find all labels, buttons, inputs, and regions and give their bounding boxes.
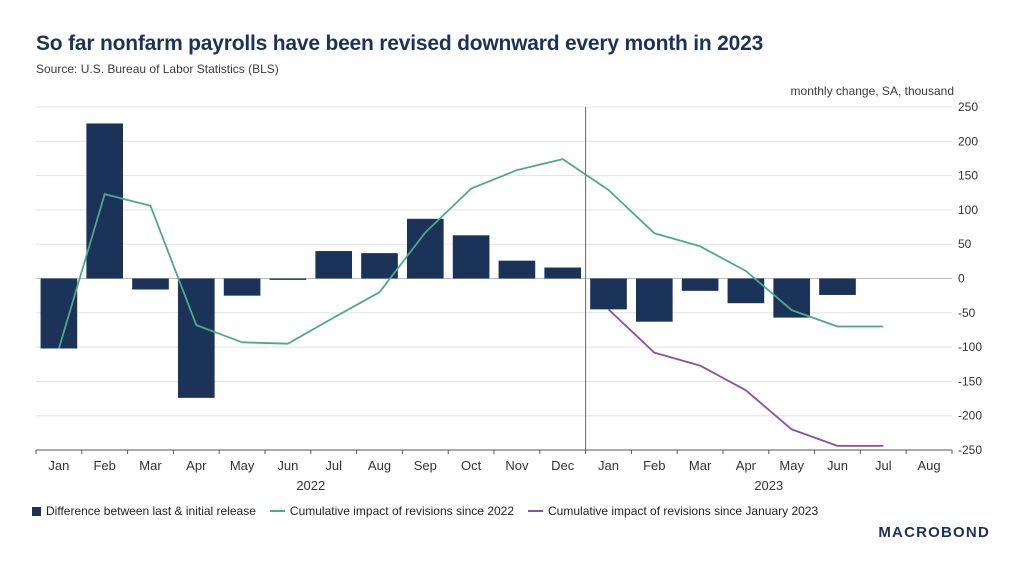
y-tick-label: 0 <box>958 272 965 286</box>
bar <box>727 278 765 304</box>
x-tick-label: Aug <box>368 458 391 473</box>
legend-swatch-line-2022 <box>269 510 285 512</box>
bar <box>590 278 627 310</box>
x-tick-label: Mar <box>689 458 712 473</box>
bar <box>681 278 719 291</box>
chart-title: So far nonfarm payrolls have been revise… <box>36 32 764 55</box>
y-tick-label: 200 <box>958 134 978 148</box>
legend-swatch-bars <box>32 506 41 516</box>
x-tick-label: Jun <box>827 458 848 473</box>
bar <box>315 251 353 279</box>
chart-legend: Difference between last & initial releas… <box>32 504 818 518</box>
legend-item-line-2023: Cumulative impact of revisions since Jan… <box>528 504 818 518</box>
bar <box>498 260 536 279</box>
y-tick-label: 150 <box>958 169 978 183</box>
x-tick-label: May <box>779 458 804 473</box>
y-tick-label: 50 <box>958 237 972 251</box>
y-tick-label: -100 <box>958 340 982 354</box>
legend-label-line-2023: Cumulative impact of revisions since Jan… <box>548 504 819 518</box>
bar <box>361 253 398 279</box>
x-tick-label: Jul <box>875 458 892 473</box>
x-tick-label: May <box>230 458 255 473</box>
x-tick-label: Sep <box>414 458 437 473</box>
legend-swatch-line-2023 <box>528 510 544 512</box>
x-tick-label: Feb <box>93 458 115 473</box>
y-tick-label: 100 <box>958 203 978 217</box>
bar <box>452 235 490 279</box>
x-tick-label: Apr <box>736 458 757 473</box>
x-tick-label: Mar <box>139 458 162 473</box>
y-tick-label: 250 <box>958 100 978 114</box>
legend-label-bars: Difference between last & initial releas… <box>46 504 256 518</box>
y-tick-label: -250 <box>958 443 982 457</box>
x-tick-label: Jan <box>598 458 619 473</box>
bar <box>177 278 215 398</box>
bar <box>773 278 811 318</box>
x-tick-label: Jan <box>48 458 69 473</box>
x-tick-label: Nov <box>505 458 529 473</box>
x-tick-label: Jul <box>325 458 342 473</box>
series-line-2023 <box>607 308 884 447</box>
y-tick-label: -50 <box>958 306 976 320</box>
legend-item-line-2022: Cumulative impact of revisions since 202… <box>269 504 515 518</box>
x-tick-label: Oct <box>461 458 482 473</box>
x-tick-label: Apr <box>186 458 207 473</box>
legend-item-bars: Difference between last & initial releas… <box>32 504 256 518</box>
macrobond-logo: MACROBOND <box>878 524 990 541</box>
bar <box>132 278 169 290</box>
year-label-2022: 2022 <box>296 478 325 493</box>
bar <box>544 267 582 279</box>
chart-source: Source: U.S. Bureau of Labor Statistics … <box>36 62 279 76</box>
unit-label: monthly change, SA, thousand <box>790 84 954 98</box>
y-tick-label: -150 <box>958 374 982 388</box>
x-tick-label: Jun <box>277 458 298 473</box>
x-tick-label: Dec <box>551 458 575 473</box>
legend-label-line-2022: Cumulative impact of revisions since 202… <box>289 504 515 518</box>
year-label-2023: 2023 <box>754 478 783 493</box>
bar <box>819 278 856 295</box>
bar <box>40 278 78 349</box>
x-tick-label: Feb <box>643 458 665 473</box>
bar <box>86 123 124 279</box>
bar <box>223 278 261 296</box>
bar <box>635 278 673 322</box>
y-tick-label: -200 <box>958 409 982 423</box>
series-line-2022 <box>58 158 884 349</box>
bar <box>269 278 307 280</box>
x-tick-label: Aug <box>918 458 941 473</box>
